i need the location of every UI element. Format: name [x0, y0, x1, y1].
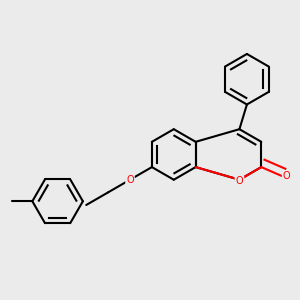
- Text: O: O: [126, 175, 134, 185]
- Text: O: O: [283, 171, 290, 181]
- Text: O: O: [236, 176, 243, 186]
